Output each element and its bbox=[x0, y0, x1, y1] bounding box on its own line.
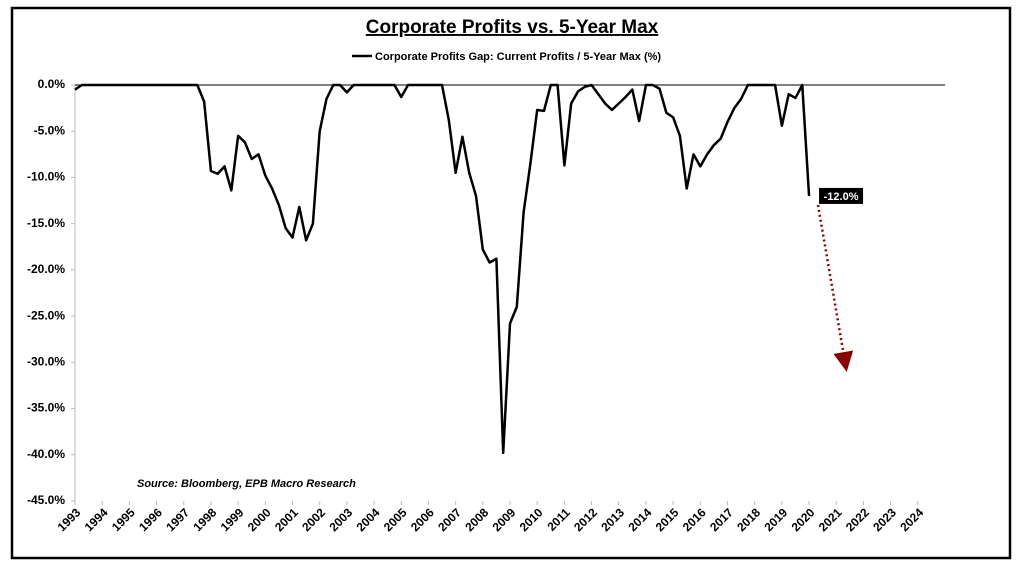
source-note: Source: Bloomberg, EPB Macro Research bbox=[137, 478, 356, 490]
y-tick-label: 0.0% bbox=[38, 77, 66, 91]
y-tick-label: -35.0% bbox=[27, 401, 65, 415]
chart-title: Corporate Profits vs. 5-Year Max bbox=[366, 17, 659, 38]
y-tick-label: -40.0% bbox=[27, 447, 65, 461]
chart-border bbox=[10, 6, 1012, 560]
projection-arrow bbox=[816, 204, 854, 372]
y-tick-label: -20.0% bbox=[27, 262, 65, 276]
y-tick-label: -5.0% bbox=[34, 123, 66, 137]
data-line bbox=[74, 83, 811, 455]
y-tick-label: -45.0% bbox=[27, 493, 65, 507]
y-tick-label: -25.0% bbox=[27, 308, 65, 322]
legend-label: Corporate Profits Gap: Current Profits /… bbox=[375, 51, 661, 63]
value-label: -12.0% bbox=[824, 191, 859, 203]
y-tick-label: -30.0% bbox=[27, 355, 65, 369]
y-tick-label: -15.0% bbox=[27, 216, 65, 230]
value-label-box bbox=[819, 187, 864, 204]
y-tick-label: -10.0% bbox=[27, 170, 65, 184]
